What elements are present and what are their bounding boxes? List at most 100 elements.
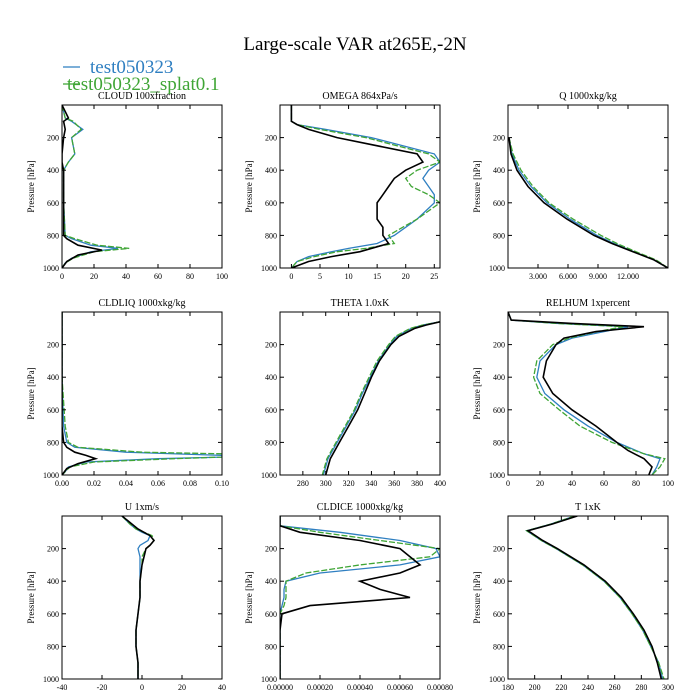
series-line-test050323_splat0.1 [321,321,440,475]
x-tick-label: 6.000 [559,272,577,281]
x-tick-label: 40 [122,272,130,281]
y-axis-label: Pressure [hPa] [244,571,254,623]
x-tick-label: -20 [97,683,108,692]
series-line-control [62,105,103,268]
y-tick-label: 800 [47,438,59,447]
plot-frame [61,311,223,476]
y-tick-label: 400 [265,373,277,382]
x-tick-label: 20 [402,272,410,281]
x-tick-label: 0.02 [87,479,101,488]
y-tick-label: 800 [47,642,59,651]
x-tick-label: 80 [186,272,194,281]
y-tick-label: 600 [265,406,277,415]
y-tick-label: 400 [265,577,277,586]
y-tick-label: 400 [265,166,277,175]
y-tick-label: 200 [47,341,59,350]
y-tick-label: 1000 [489,471,505,480]
x-tick-label: 80 [632,479,640,488]
plot-frame [61,104,223,269]
series-line-test050323 [290,105,440,268]
series-line-control [121,516,156,679]
panel-title: CLOUD 100xfraction [98,91,186,102]
x-tick-label: 280 [297,479,309,488]
series-line-control [324,321,440,475]
series-line-control [280,516,422,679]
y-tick-label: 200 [265,545,277,554]
y-tick-label: 200 [493,545,505,554]
y-tick-label: 800 [493,438,505,447]
series-line-test050323 [322,321,440,475]
series-line-test050323_splat0.1 [62,105,130,268]
y-tick-label: 600 [493,199,505,208]
plot-frame [507,104,669,269]
x-tick-label: 0 [60,272,64,281]
x-tick-label: 300 [320,479,332,488]
y-tick-label: 800 [493,642,505,651]
x-tick-label: 0.00060 [387,683,413,692]
panel-title: U 1xm/s [125,502,159,513]
panel-title: Q 1000xkg/kg [559,91,617,102]
y-tick-label: 600 [493,406,505,415]
x-tick-label: -40 [57,683,68,692]
y-tick-label: 200 [47,545,59,554]
y-tick-label: 200 [265,134,277,143]
x-tick-label: 0.00 [55,479,69,488]
y-axis-label: Pressure [hPa] [26,571,36,623]
series-line-test050323_splat0.1 [62,312,222,475]
x-tick-label: 0.00040 [347,683,373,692]
x-tick-label: 240 [582,683,594,692]
y-tick-label: 1000 [261,264,277,273]
y-tick-label: 400 [493,577,505,586]
x-tick-label: 100 [662,479,674,488]
x-tick-label: 0.06 [151,479,165,488]
series-line-control [508,312,653,475]
x-tick-label: 100 [216,272,228,281]
panel-title: OMEGA 864xPa/s [322,91,397,102]
plot-frame [61,515,223,680]
series-line-test050323_splat0.1 [508,137,668,268]
panel-5: THETA 1.0xK 200 400 600 800 1000 280 300 320 340 3… [261,298,446,488]
y-tick-label: 400 [47,166,59,175]
y-tick-label: 1000 [43,264,59,273]
plot-frame [507,311,669,476]
x-tick-label: 40 [568,479,576,488]
y-axis-label: Pressure [hPa] [472,160,482,212]
x-tick-label: 5 [318,272,322,281]
series-line-control [290,105,425,268]
y-tick-label: 200 [493,341,505,350]
y-tick-label: 800 [265,642,277,651]
x-tick-label: 340 [365,479,377,488]
x-tick-label: 20 [90,272,98,281]
legend: test050323 test050323_splat0.1 [63,57,220,95]
x-tick-label: 320 [343,479,355,488]
y-tick-label: 200 [493,134,505,143]
x-tick-label: 0.04 [119,479,133,488]
y-axis-label: Pressure [hPa] [472,367,482,419]
panel-title: CLDICE 1000xkg/kg [317,502,403,513]
x-tick-label: 0.00000 [267,683,293,692]
y-tick-label: 600 [47,406,59,415]
x-tick-label: 0 [289,272,293,281]
x-tick-label: 60 [154,272,162,281]
x-tick-label: 220 [555,683,567,692]
y-axis-label: Pressure [hPa] [26,367,36,419]
y-tick-label: 200 [47,134,59,143]
y-tick-label: 600 [265,199,277,208]
y-tick-label: 600 [47,610,59,619]
x-tick-label: 20 [178,683,186,692]
x-tick-label: 280 [635,683,647,692]
x-tick-label: 20 [536,479,544,488]
y-tick-label: 1000 [43,471,59,480]
series-line-control [508,137,668,268]
x-tick-label: 200 [529,683,541,692]
x-tick-label: 260 [609,683,621,692]
panel-title: THETA 1.0xK [331,298,390,309]
y-tick-label: 600 [265,610,277,619]
y-tick-label: 1000 [261,675,277,684]
plot-frame [279,104,441,269]
